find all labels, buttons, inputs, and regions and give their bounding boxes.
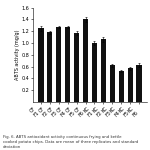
Bar (56, 27, 61, 102)
Text: Fig. 6. ABTS antioxidant activity continuous frying and kettle
cooked potato chi: Fig. 6. ABTS antioxidant activity contin… (3, 135, 138, 148)
Y-axis label: ABTS activity (mg/g): ABTS activity (mg/g) (15, 30, 20, 80)
Bar (128, 68, 133, 102)
Bar (119, 71, 124, 102)
Bar (83, 19, 88, 102)
Bar (38, 28, 44, 102)
Bar (74, 33, 79, 102)
Bar (101, 39, 106, 102)
Bar (65, 27, 70, 102)
Bar (110, 65, 115, 102)
Bar (92, 43, 97, 102)
Bar (47, 32, 52, 102)
Bar (136, 65, 142, 102)
